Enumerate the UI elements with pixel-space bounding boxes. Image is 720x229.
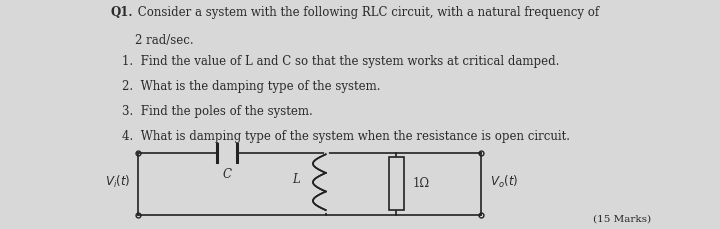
Text: Consider a system with the following RLC circuit, with a natural frequency of: Consider a system with the following RLC… bbox=[133, 6, 598, 19]
Text: $V_o(t)$: $V_o(t)$ bbox=[490, 174, 518, 190]
Bar bbox=[389, 157, 404, 210]
Text: 2 rad/sec.: 2 rad/sec. bbox=[135, 34, 194, 47]
Text: 1.  Find the value of L and C so that the system works at critical damped.: 1. Find the value of L and C so that the… bbox=[122, 55, 559, 68]
Text: 4.  What is damping type of the system when the resistance is open circuit.: 4. What is damping type of the system wh… bbox=[122, 131, 570, 143]
Text: (15 Marks): (15 Marks) bbox=[593, 215, 651, 224]
Text: 3.  Find the poles of the system.: 3. Find the poles of the system. bbox=[122, 105, 313, 118]
Text: $V_i(t)$: $V_i(t)$ bbox=[104, 174, 130, 190]
Text: 2.  What is the damping type of the system.: 2. What is the damping type of the syste… bbox=[122, 80, 381, 93]
Text: 1Ω: 1Ω bbox=[413, 177, 430, 190]
Text: C: C bbox=[222, 168, 231, 181]
Text: Q1.: Q1. bbox=[110, 6, 132, 19]
Text: L: L bbox=[292, 173, 300, 186]
